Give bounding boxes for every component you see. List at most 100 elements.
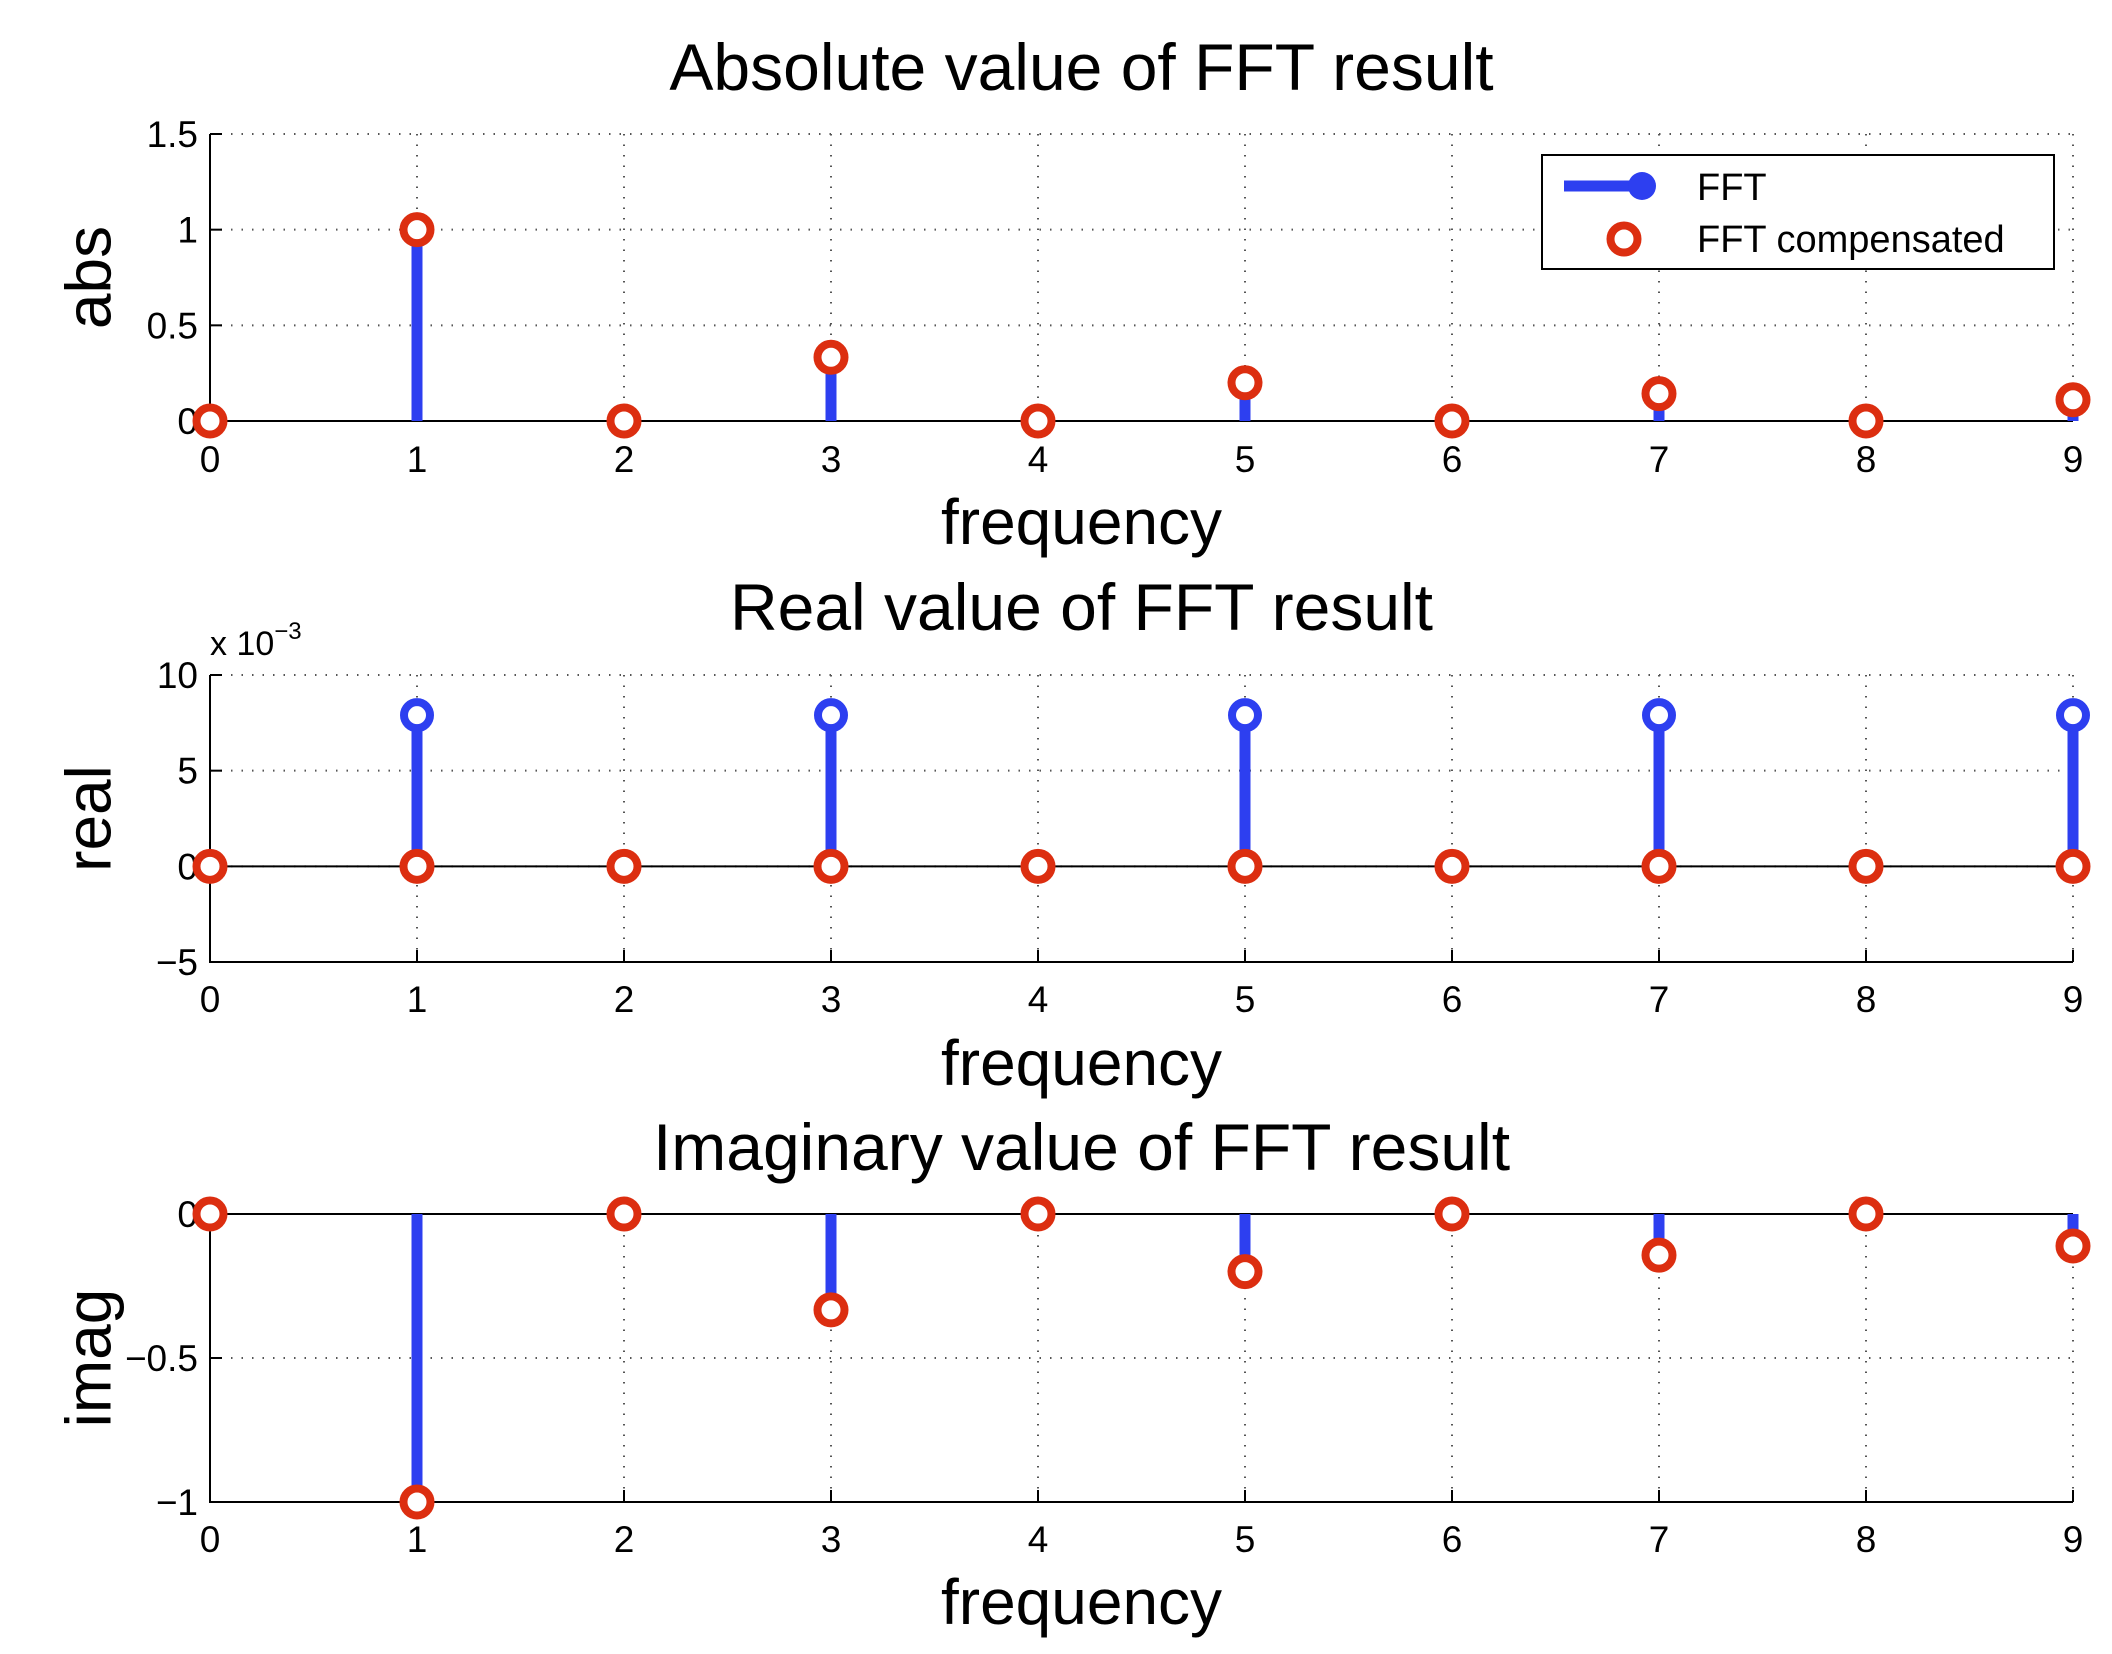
x-tick-label: 0 bbox=[200, 979, 221, 1020]
fft-compensated-marker bbox=[192, 1196, 228, 1232]
x-tick-label: 8 bbox=[1856, 979, 1877, 1020]
fft-compensated-marker bbox=[399, 848, 435, 884]
y-tick-label: 0 bbox=[177, 401, 198, 442]
y-tick-label: 0 bbox=[177, 1194, 198, 1235]
fft-compensated-marker bbox=[1848, 848, 1884, 884]
fft-compensated-marker bbox=[1848, 403, 1884, 439]
y-axis-label: abs bbox=[52, 226, 124, 329]
x-axis-label: frequency bbox=[941, 1566, 1222, 1638]
fft-marker bbox=[2056, 698, 2090, 733]
series-fft bbox=[193, 698, 2090, 884]
subplot-3: Imaginary value of FFT result 0 1 2 3 4 5 6 7 8 9 −… bbox=[52, 1110, 2091, 1638]
x-tick-label: 2 bbox=[614, 1519, 635, 1560]
x-axis-label: frequency bbox=[941, 486, 1222, 558]
x-tick-label: 8 bbox=[1856, 1519, 1877, 1560]
fft-compensated-marker bbox=[192, 848, 228, 884]
series-fft-compensated bbox=[192, 848, 2091, 884]
x-tick-label: 7 bbox=[1649, 979, 1670, 1020]
y-multiplier-label: x 10−3 bbox=[210, 618, 302, 663]
fft-compensated-marker bbox=[1020, 848, 1056, 884]
x-tick-label: 1 bbox=[407, 439, 428, 480]
x-tick-label: 9 bbox=[2063, 979, 2084, 1020]
fft-compensated-marker bbox=[399, 1484, 435, 1520]
y-tick-label: 1.5 bbox=[147, 114, 198, 155]
fft-compensated-marker bbox=[1641, 848, 1677, 884]
y-multiplier-base: x 10 bbox=[210, 625, 274, 663]
x-tick-label: 7 bbox=[1649, 439, 1670, 480]
x-tick-label: 2 bbox=[614, 439, 635, 480]
fft-compensated-marker bbox=[813, 1292, 849, 1328]
x-tick-label: 6 bbox=[1442, 979, 1463, 1020]
fft-compensated-marker bbox=[1641, 376, 1677, 412]
legend-label-fft-compensated: FFT compensated bbox=[1697, 219, 2005, 261]
y-tick-label: 0 bbox=[177, 846, 198, 887]
x-tick-label: 3 bbox=[821, 1519, 842, 1560]
fft-compensated-marker bbox=[2055, 848, 2091, 884]
fft-compensated-marker bbox=[1848, 1196, 1884, 1232]
x-axis-label: frequency bbox=[941, 1027, 1222, 1099]
fft-compensated-marker bbox=[1434, 1196, 1470, 1232]
x-tick-label: 4 bbox=[1028, 439, 1049, 480]
fft-compensated-marker bbox=[2055, 382, 2091, 418]
fft-marker bbox=[400, 698, 434, 733]
x-tick-label: 8 bbox=[1856, 439, 1877, 480]
fft-compensated-marker bbox=[606, 403, 642, 439]
fft-compensated-marker bbox=[1227, 848, 1263, 884]
x-tick-label: 3 bbox=[821, 439, 842, 480]
x-tick-label: 7 bbox=[1649, 1519, 1670, 1560]
x-tick-label: 4 bbox=[1028, 1519, 1049, 1560]
chart-title: Real value of FFT result bbox=[730, 570, 1433, 644]
series-fft-compensated bbox=[192, 212, 2091, 439]
fft-compensated-marker bbox=[1434, 403, 1470, 439]
fft-compensated-marker bbox=[1020, 403, 1056, 439]
fft-compensated-marker bbox=[2055, 1228, 2091, 1264]
fft-marker bbox=[1642, 698, 1676, 733]
x-tick-label: 9 bbox=[2063, 439, 2084, 480]
x-tick-label: 0 bbox=[200, 1519, 221, 1560]
fft-compensated-marker bbox=[813, 848, 849, 884]
x-tick-label: 1 bbox=[407, 1519, 428, 1560]
fft-compensated-marker bbox=[399, 212, 435, 248]
series-fft bbox=[193, 1197, 2090, 1519]
fft-compensated-marker bbox=[1227, 365, 1263, 401]
legend-fft-marker bbox=[1628, 172, 1656, 200]
fft-compensated-marker bbox=[813, 339, 849, 375]
chart-title: Imaginary value of FFT result bbox=[653, 1110, 1510, 1184]
x-tick-label: 3 bbox=[821, 979, 842, 1020]
x-tick-label: 5 bbox=[1235, 979, 1256, 1020]
legend-compensated-marker bbox=[1606, 221, 1642, 257]
chart-title: Absolute value of FFT result bbox=[669, 30, 1493, 104]
y-tick-label: −5 bbox=[156, 942, 198, 983]
fft-marker bbox=[1228, 698, 1262, 733]
y-axis-label: imag bbox=[52, 1289, 124, 1428]
x-tick-label: 4 bbox=[1028, 979, 1049, 1020]
fft-marker bbox=[814, 698, 848, 733]
axes-lines bbox=[209, 1214, 2073, 1503]
fft-compensated-marker bbox=[606, 1196, 642, 1232]
y-tick-label: −1 bbox=[156, 1482, 198, 1523]
y-tick-label: 10 bbox=[157, 655, 198, 696]
y-tick-label: 5 bbox=[177, 751, 198, 792]
fft-compensated-marker bbox=[1641, 1237, 1677, 1273]
x-tick-label: 5 bbox=[1235, 1519, 1256, 1560]
subplot-1: Absolute value of FFT result 0 1 2 3 4 5 6 7 8 9 0 0… bbox=[52, 30, 2091, 558]
x-tick-label: 6 bbox=[1442, 1519, 1463, 1560]
x-tick-label: 6 bbox=[1442, 439, 1463, 480]
x-tick-label: 2 bbox=[614, 979, 635, 1020]
x-tick-label: 5 bbox=[1235, 439, 1256, 480]
y-tick-label: 1 bbox=[177, 210, 198, 251]
fft-compensated-marker bbox=[1020, 1196, 1056, 1232]
x-tick-label: 0 bbox=[200, 439, 221, 480]
fft-compensated-marker bbox=[1434, 848, 1470, 884]
y-axis-label: real bbox=[52, 765, 124, 872]
axes-lines bbox=[209, 675, 2073, 963]
legend-label-fft: FFT bbox=[1697, 167, 1767, 209]
y-tick-label: 0.5 bbox=[147, 305, 198, 346]
x-tick-label: 1 bbox=[407, 979, 428, 1020]
fft-compensated-marker bbox=[192, 403, 228, 439]
x-tick-label: 9 bbox=[2063, 1519, 2084, 1560]
legend: FFT FFT compensated bbox=[1541, 154, 2055, 270]
